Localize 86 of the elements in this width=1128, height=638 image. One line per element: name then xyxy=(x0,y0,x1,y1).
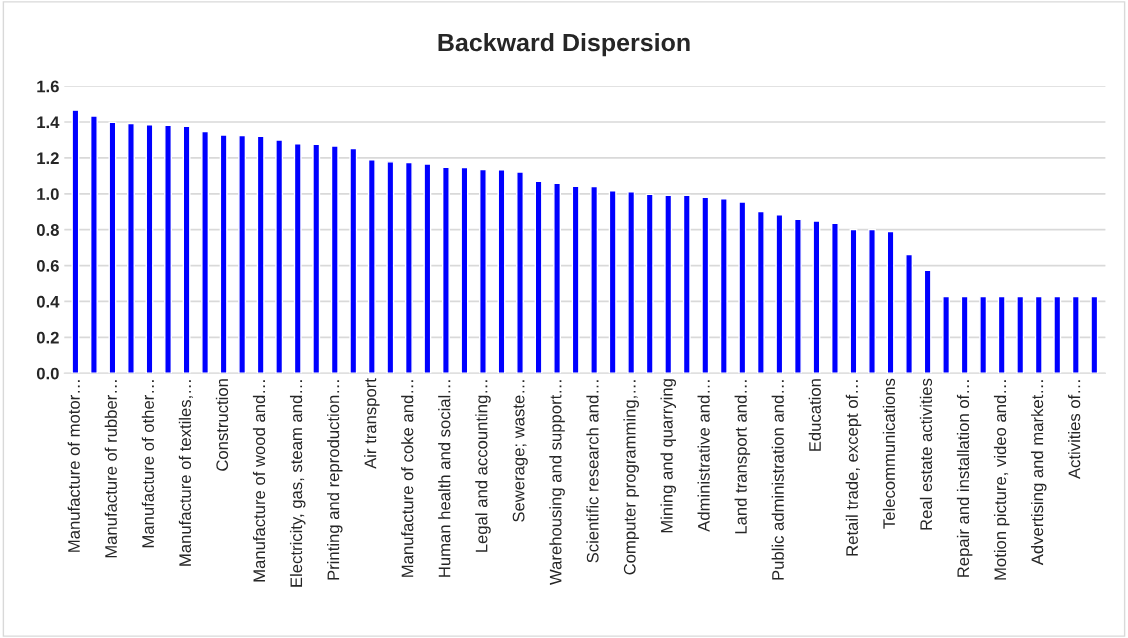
x-tick-label: Repair and installation of… xyxy=(956,380,973,577)
bar xyxy=(682,194,691,374)
x-tick-label: Manufacture of wood and… xyxy=(252,380,266,582)
y-tick-label: 0.6 xyxy=(36,259,59,272)
bar xyxy=(349,147,358,374)
x-tick-label: Real estate activities xyxy=(919,378,933,530)
y-tick-label: 1.2 xyxy=(37,152,59,164)
bar xyxy=(275,139,284,374)
x-tick-label: Air transport xyxy=(364,378,380,469)
x-tick-label: Advertising and market… xyxy=(1030,380,1047,566)
bar xyxy=(1016,295,1025,374)
x-tick-label: Manufacture of rubber… xyxy=(104,380,117,558)
chart-title: Backward Dispersion xyxy=(438,33,690,57)
x-tick-label: Legal and accounting… xyxy=(475,380,491,552)
bar xyxy=(1071,295,1080,374)
bar xyxy=(293,143,302,374)
bar xyxy=(516,171,524,374)
bar xyxy=(1034,295,1043,374)
y-tick-label: 1.6 xyxy=(37,80,59,93)
x-tick-label: Activities of… xyxy=(1068,380,1081,480)
x-tick-label: Sewerage; waste… xyxy=(512,380,528,522)
x-tick-label: Warehousing and support… xyxy=(549,380,565,585)
x-tick-label: Electricity, gas, steam and… xyxy=(289,380,306,587)
x-tick-label: Construction xyxy=(215,379,229,471)
bar xyxy=(960,295,969,374)
bar xyxy=(645,193,654,374)
x-tick-label: Manufacture of textiles,… xyxy=(178,380,194,566)
bar xyxy=(719,198,728,374)
bar xyxy=(367,159,376,374)
bar xyxy=(330,145,339,374)
x-tick-label: Land transport and… xyxy=(734,380,751,534)
bar xyxy=(571,185,580,374)
x-tick-label: Scientific research and… xyxy=(586,380,599,563)
x-tick-label: Retail trade, except of… xyxy=(845,380,862,556)
bar xyxy=(997,295,1006,374)
x-tick-label: Administrative and… xyxy=(697,380,710,532)
bar xyxy=(90,115,98,374)
x-tick-label: Human health and social… xyxy=(438,380,451,577)
bar xyxy=(1053,295,1062,374)
bar xyxy=(942,295,951,374)
bar xyxy=(553,182,562,374)
bar xyxy=(441,166,450,374)
bar xyxy=(479,168,487,374)
x-tick-label: Manufacture of other… xyxy=(141,380,154,548)
bar xyxy=(182,125,191,374)
bar xyxy=(979,295,988,374)
bar xyxy=(238,134,247,374)
bar xyxy=(627,191,636,374)
bar xyxy=(1090,295,1099,374)
bar xyxy=(423,163,432,374)
bar xyxy=(127,122,135,374)
x-tick-label: Manufacture of motor… xyxy=(67,380,80,552)
bar xyxy=(256,135,265,374)
y-tick-label: 0.4 xyxy=(36,295,60,308)
y-tick-label: 1.4 xyxy=(37,116,60,129)
x-tick-label: Public administration and… xyxy=(771,380,784,580)
y-tick-label: 0.2 xyxy=(36,331,59,344)
y-tick-label: 1.0 xyxy=(37,188,59,200)
bar xyxy=(793,218,802,374)
bar xyxy=(868,228,876,374)
y-tick-label: 0.8 xyxy=(36,224,59,236)
bar xyxy=(404,161,413,374)
bar xyxy=(608,190,617,374)
bar xyxy=(738,201,747,374)
bar xyxy=(590,185,599,374)
bar xyxy=(664,194,673,374)
bar xyxy=(831,222,839,374)
bar xyxy=(701,196,710,374)
x-tick-label: Manufacture of coke and… xyxy=(401,380,414,577)
bar xyxy=(905,253,914,374)
x-tick-label: Motion picture, video and… xyxy=(993,380,1010,580)
x-tick-label: Education xyxy=(808,379,821,451)
x-tick-label: Telecommunications xyxy=(882,378,896,529)
x-tick-label: Mining and quarrying xyxy=(660,379,676,533)
bar xyxy=(923,269,932,374)
bar xyxy=(71,109,80,374)
bar xyxy=(219,134,228,374)
y-tick-label: 0.0 xyxy=(36,367,59,380)
bar xyxy=(775,214,784,374)
bar xyxy=(201,130,210,374)
bar xyxy=(312,143,321,374)
bar xyxy=(386,161,395,374)
bar xyxy=(164,124,172,374)
x-tick-label: Computer programming,… xyxy=(623,380,639,575)
x-tick-label: Printing and reproduction… xyxy=(327,380,343,580)
bar xyxy=(756,210,765,374)
